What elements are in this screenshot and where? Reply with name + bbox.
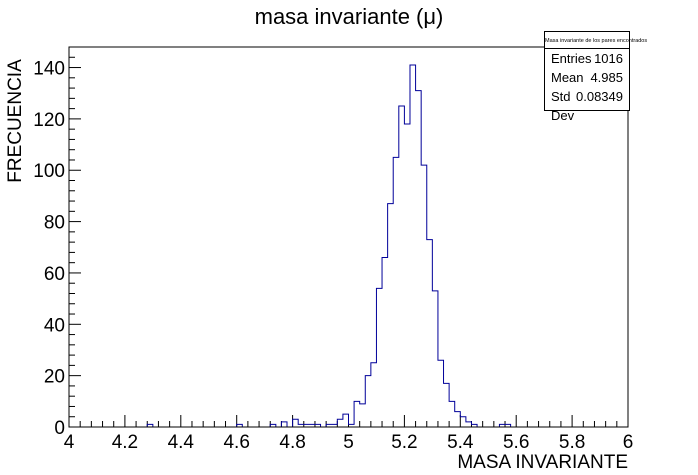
stats-row-mean: Mean 4.985 xyxy=(545,68,629,87)
histogram-series-line xyxy=(69,64,628,428)
x-tick-label: 5.4 xyxy=(447,432,474,453)
y-tick-label: 60 xyxy=(44,264,65,285)
y-axis-label: FRECUENCIA xyxy=(4,59,26,183)
y-tick-label: 20 xyxy=(44,367,65,388)
y-tick-label: 40 xyxy=(44,315,65,336)
x-tick-label: 4.4 xyxy=(168,432,195,453)
stats-label: Std Dev xyxy=(551,89,575,123)
x-tick-label: 5.2 xyxy=(391,432,417,453)
stats-value: 4.985 xyxy=(590,70,623,85)
y-tick-label: 100 xyxy=(33,161,65,182)
x-tick-label: 6 xyxy=(623,432,634,453)
x-tick-label: 5.8 xyxy=(559,432,585,453)
stats-value: 0.08349 xyxy=(576,89,623,104)
tick-labels: 4 4.2 4.4 4.6 4.8 5 5.2 5.4 5.6 5.8 60204060801001… xyxy=(33,59,633,453)
x-tick-label: 4.6 xyxy=(223,432,249,453)
stats-value: 1016 xyxy=(594,51,623,66)
stats-row-entries: Entries 1016 xyxy=(545,49,629,68)
axis-ticks xyxy=(68,46,629,428)
stats-box: Masa invariante de los pares encontrados… xyxy=(544,31,647,123)
x-tick-label: 5 xyxy=(343,432,354,453)
plot-frame xyxy=(68,46,629,428)
x-axis-label: MASA INVARIANTE xyxy=(457,452,628,473)
x-tick-label: 5.6 xyxy=(503,432,529,453)
stats-label: Mean xyxy=(551,70,584,85)
y-tick-label: 120 xyxy=(33,110,65,131)
y-tick-label: 0 xyxy=(54,418,65,439)
stats-title: Masa invariante de los pares encontrados xyxy=(545,32,647,49)
x-tick-label: 4 xyxy=(64,432,75,453)
x-tick-label: 4.8 xyxy=(279,432,305,453)
y-tick-label: 140 xyxy=(33,59,65,80)
stats-row-stddev: Std Dev 0.08349 xyxy=(545,87,629,123)
x-tick-label: 4.2 xyxy=(112,432,138,453)
chart-title: masa invariante (μ) xyxy=(254,4,444,29)
stats-label: Entries xyxy=(551,51,592,66)
y-tick-label: 80 xyxy=(44,213,65,234)
